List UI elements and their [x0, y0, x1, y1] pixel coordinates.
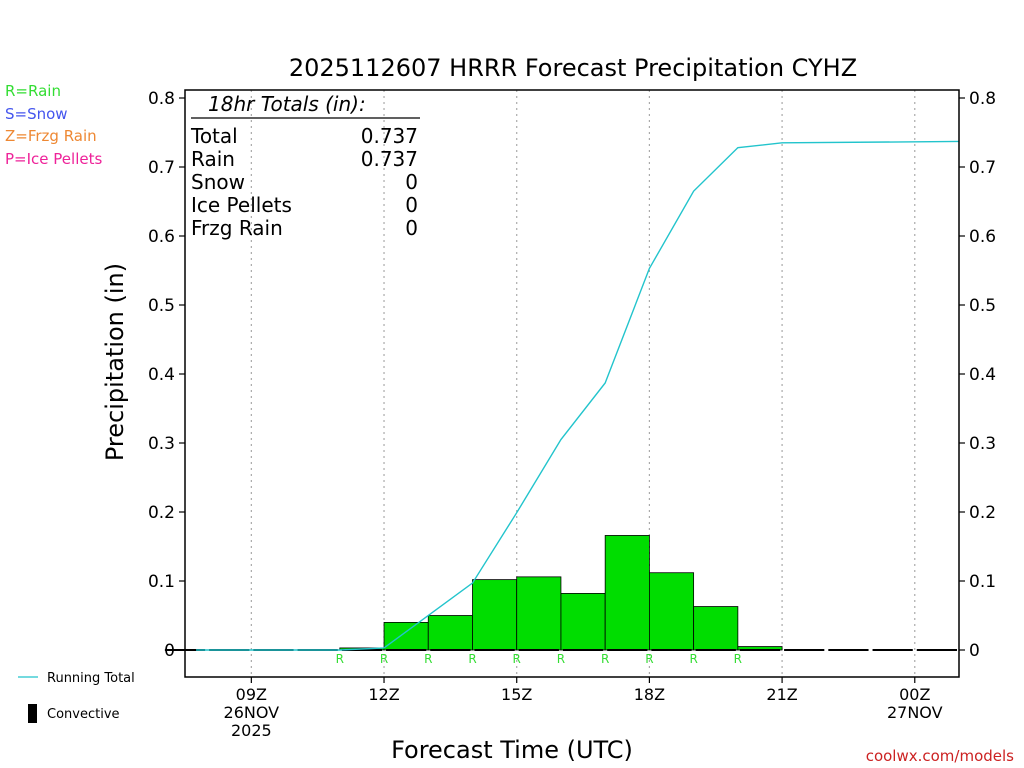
- totals-row-value: 0: [405, 216, 418, 240]
- bar-20z: [693, 606, 739, 651]
- convective-12z: [341, 649, 383, 651]
- x-tick-label-12Z: 12Z: [368, 685, 399, 704]
- convective-20z: [695, 649, 736, 651]
- running-total-series: [196, 140, 960, 651]
- convective-13z: [386, 649, 427, 651]
- y-tick-label-left: 0.6: [148, 227, 175, 247]
- convective-legend-label: Convective: [47, 707, 120, 722]
- totals-box: 18hr Totals (in): Total 0.737 Rain 0.737 Sno…: [190, 92, 420, 240]
- x-tick-label-09Z: 2025: [231, 721, 272, 740]
- totals-row-value: 0: [405, 193, 418, 217]
- convective-22z: [784, 649, 825, 651]
- totals-row-label: Total: [190, 124, 238, 148]
- legend-frzg-rain: Z=Frzg Rain: [5, 127, 97, 145]
- bar-14z: [427, 615, 473, 651]
- y-tick-label-right: 0.1: [969, 572, 996, 592]
- totals-header: 18hr Totals (in):: [208, 92, 366, 116]
- convective-23z: [828, 649, 869, 651]
- bar-18z: [604, 535, 650, 651]
- precip-bars: [339, 535, 783, 651]
- x-axis-label: Forecast Time (UTC): [391, 736, 633, 764]
- x-tick-label-09Z: 26NOV: [224, 703, 280, 722]
- convective-15z: [474, 649, 515, 651]
- plot-frame: [184, 89, 960, 678]
- y-tick-label-left: 0: [164, 641, 175, 661]
- totals-row-value: 0.737: [361, 124, 418, 148]
- x-tick-label-18Z: 18Z: [634, 685, 665, 704]
- x-tick-label-15Z: 15Z: [501, 685, 532, 704]
- type-label-16z: R: [513, 652, 521, 666]
- running-total-legend-label: Running Total: [47, 671, 135, 686]
- y-tick-label-right: 0.7: [969, 158, 996, 178]
- type-label-21z: R: [734, 652, 742, 666]
- convective-legend-swatch: [28, 704, 37, 723]
- bar-19z: [649, 572, 695, 651]
- totals-row-value: 0: [405, 170, 418, 194]
- running-total-line: [196, 140, 960, 651]
- y-tick-label-left: 0.1: [148, 572, 175, 592]
- y-tick-label-left: 0.3: [148, 434, 175, 454]
- type-label-14z: R: [424, 652, 432, 666]
- bar-13z: [383, 622, 429, 651]
- bar-17z: [560, 593, 606, 651]
- y-tick-label-left: 0.8: [148, 89, 175, 109]
- bar-16z: [516, 576, 562, 651]
- y-tick-label-right: 0.3: [969, 434, 996, 454]
- convective-25z: [916, 649, 957, 651]
- y-tick-label-right: 0.5: [969, 296, 996, 316]
- totals-row-label: Ice Pellets: [191, 193, 292, 217]
- type-label-20z: R: [689, 652, 697, 666]
- type-label-17z: R: [557, 652, 565, 666]
- totals-row-label: Rain: [191, 147, 235, 171]
- type-label-13z: R: [380, 652, 388, 666]
- y-tick-label-right: 0.6: [969, 227, 996, 247]
- type-label-12z: R: [336, 652, 344, 666]
- convective-17z: [562, 649, 604, 651]
- y-tick-label-right: 0.8: [969, 89, 996, 109]
- legend-snow: S=Snow: [5, 105, 68, 123]
- totals-row-label: Frzg Rain: [191, 216, 283, 240]
- watermark: coolwx.com/models: [866, 747, 1014, 765]
- convective-24z: [872, 649, 913, 651]
- convective-18z: [607, 649, 648, 651]
- grid-lines: [250, 90, 916, 677]
- y-tick-label-left: 0.2: [148, 503, 175, 523]
- type-label-18z: R: [601, 652, 609, 666]
- type-label-15z: R: [468, 652, 476, 666]
- legend-ice-pellets: P=Ice Pellets: [5, 150, 102, 168]
- x-tick-label-09Z: 09Z: [236, 685, 267, 704]
- y-axis-label: Precipitation (in): [101, 263, 129, 461]
- y-tick-label-left: 0.5: [148, 296, 175, 316]
- convective-19z: [651, 649, 692, 651]
- type-label-19z: R: [645, 652, 653, 666]
- totals-row-label: Snow: [191, 170, 245, 194]
- y-tick-label-left: 0.4: [148, 365, 175, 385]
- chart-title: 2025112607 HRRR Forecast Precipitation C…: [289, 54, 857, 82]
- y-tick-label-right: 0: [969, 641, 980, 661]
- convective-16z: [518, 649, 559, 651]
- x-tick-label-00Z: 27NOV: [887, 703, 943, 722]
- convective-21z: [739, 649, 781, 651]
- y-tick-label-right: 0.2: [969, 503, 996, 523]
- x-tick-label-00Z: 00Z: [899, 685, 930, 704]
- bar-15z: [472, 579, 518, 651]
- totals-row-value: 0.737: [361, 147, 418, 171]
- convective-14z: [430, 649, 471, 651]
- y-axes: 0 00.1 0.10.2 0.20.3 0.30.4 0.40.5 0.50.6 0.60.…: [148, 89, 996, 661]
- legend-rain: R=Rain: [5, 82, 61, 100]
- x-tick-label-21Z: 21Z: [766, 685, 797, 704]
- y-tick-label-right: 0.4: [969, 365, 996, 385]
- y-tick-label-left: 0.7: [148, 158, 175, 178]
